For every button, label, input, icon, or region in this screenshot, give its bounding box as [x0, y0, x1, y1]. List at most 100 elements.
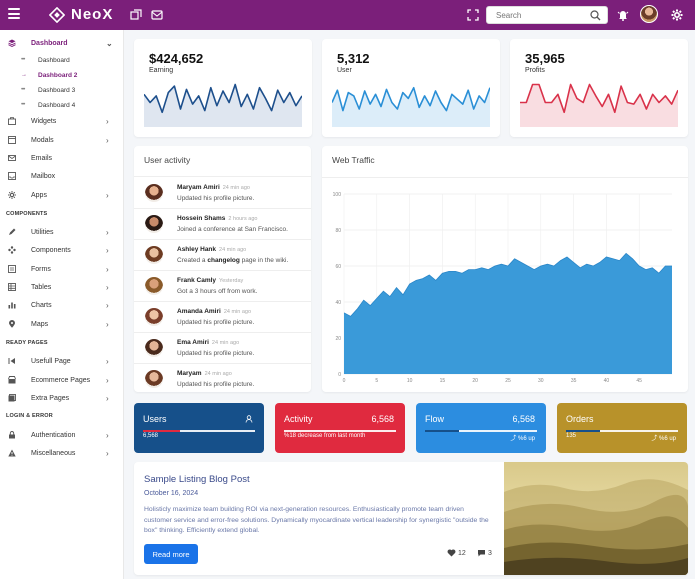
- menu-toggle-icon[interactable]: [8, 8, 20, 19]
- trend-text: %6 up: [517, 436, 535, 442]
- skip-back-icon: [8, 358, 15, 364]
- search-icon[interactable]: [590, 10, 601, 21]
- widget-value: 6,568: [371, 414, 394, 424]
- sidebar-item-apps[interactable]: Apps ›: [0, 188, 124, 202]
- sidebar-item-utilities[interactable]: Utilities ›: [0, 225, 124, 239]
- activity-description: Joined a conference at San Francisco.: [177, 226, 288, 233]
- desc-text: Updated his profile picture.: [177, 195, 255, 202]
- avatar: [145, 246, 163, 264]
- sidebar-item-usefull-page[interactable]: Usefull Page ›: [0, 354, 124, 368]
- widget-card-users[interactable]: Users 6,568: [134, 403, 264, 453]
- widget-card-activity[interactable]: Activity 6,568 %18 decrease from last mo…: [275, 403, 405, 453]
- sidebar-item-mailbox[interactable]: Mailbox: [0, 169, 124, 183]
- widget-progress-bar: [425, 430, 537, 432]
- lock-icon: [9, 431, 15, 439]
- likes-count: 12: [458, 549, 466, 557]
- desc-text: Got a 3 hours off from work.: [177, 288, 258, 295]
- mail-icon[interactable]: [151, 9, 163, 21]
- sidebar-item-authentication[interactable]: Authentication ›: [0, 428, 124, 442]
- activity-item[interactable]: Frank Camly Yesterday Got a 3 hours off f…: [134, 271, 311, 302]
- map-pin-icon: [9, 320, 15, 328]
- sidebar-item-label: Charts: [31, 301, 52, 309]
- widget-card-orders[interactable]: Orders 135 ⤴ %6 up: [557, 403, 687, 453]
- fullscreen-icon[interactable]: [467, 9, 479, 21]
- stat-card-profits: 35,965 Profits: [510, 39, 688, 137]
- chart-icon: [8, 302, 16, 309]
- sidebar-item-maps[interactable]: Maps ›: [0, 317, 124, 331]
- sidebar-item-tables[interactable]: Tables ›: [0, 280, 124, 294]
- widget-title: Flow: [425, 414, 445, 424]
- sidebar-item-miscellaneous[interactable]: Miscellaneous ›: [0, 446, 124, 460]
- likes-counter[interactable]: 12: [447, 549, 466, 557]
- sidebar-item-widgets[interactable]: Widgets ›: [0, 114, 124, 128]
- search-input[interactable]: [496, 10, 591, 20]
- stat-label: Earning: [149, 67, 174, 74]
- notification-bell-icon[interactable]: [617, 9, 629, 21]
- stat-card-earning: $424,652 Earning: [134, 39, 312, 137]
- sidebar-item-dashboard[interactable]: Dashboard ⌄: [0, 36, 124, 50]
- sidebar-subitem-dashboard-1[interactable]: ••• Dashboard: [0, 54, 124, 66]
- search-box[interactable]: [486, 6, 608, 24]
- read-more-button[interactable]: Read more: [144, 544, 198, 564]
- sidebar-item-label: Ecommerce Pages: [31, 376, 91, 384]
- avatar: [145, 215, 163, 233]
- activity-item[interactable]: Amanda Amiri 24 min ago Updated his profi…: [134, 302, 311, 333]
- sidebar-item-components[interactable]: Components ›: [0, 243, 124, 257]
- user-name: Ashley Hank: [177, 246, 217, 253]
- sidebar: Dashboard ⌄ ••• Dashboard → Dashboard 2 ••…: [0, 30, 124, 579]
- activity-item[interactable]: Ema Amiri 24 min ago Updated his profile …: [134, 333, 311, 364]
- sidebar-subitem-dashboard-4[interactable]: ••• Dashboard 4: [0, 99, 124, 111]
- user-name: Hossein Shams: [177, 215, 226, 222]
- earning-sparkline: [144, 83, 302, 127]
- chevron-right-icon: ›: [106, 300, 109, 310]
- desc-text: Updated his profile picture.: [177, 381, 255, 388]
- app-logo[interactable]: NeoX: [49, 6, 113, 23]
- heart-icon: [447, 549, 456, 557]
- dots-icon: •••: [21, 57, 25, 63]
- activity-item[interactable]: Maryam Amiri 24 min ago Updated his profi…: [134, 178, 311, 209]
- desc-text: Joined a conference at San Francisco.: [177, 226, 288, 233]
- sidebar-item-label: Usefull Page: [31, 357, 71, 365]
- x-tick-label: 15: [440, 378, 446, 384]
- stat-label: Profits: [525, 67, 545, 74]
- sidebar-item-modals[interactable]: Modals ›: [0, 133, 124, 147]
- sidebar-subitem-dashboard-2[interactable]: → Dashboard 2: [0, 69, 124, 81]
- sidebar-item-label: Extra Pages: [31, 394, 70, 402]
- layers-icon: [8, 39, 16, 47]
- blog-title[interactable]: Sample Listing Blog Post: [144, 474, 250, 485]
- trend-text: %6 up: [658, 436, 676, 442]
- activity-time: 24 min ago: [219, 247, 247, 253]
- comments-counter[interactable]: 3: [477, 549, 492, 557]
- stat-label: User: [337, 67, 352, 74]
- sidebar-item-emails[interactable]: Emails: [0, 151, 124, 165]
- profits-sparkline: [520, 83, 678, 127]
- chevron-right-icon: ›: [106, 448, 109, 458]
- x-tick-label: 0: [343, 378, 346, 384]
- x-tick-label: 25: [505, 378, 511, 384]
- widgets-icon: [8, 117, 16, 125]
- card-title: User activity: [144, 155, 191, 165]
- landscape-image: [504, 462, 688, 575]
- settings-gear-icon[interactable]: [671, 9, 683, 21]
- dots-icon: •••: [21, 87, 25, 93]
- blog-excerpt: Holisticly maximize team building ROI vi…: [144, 506, 489, 534]
- activity-description: Got a 3 hours off from work.: [177, 288, 257, 295]
- form-icon: [8, 265, 16, 273]
- copy-icon[interactable]: [130, 9, 142, 21]
- sidebar-item-ecommerce-pages[interactable]: Ecommerce Pages ›: [0, 373, 124, 387]
- traffic-series-line: [343, 252, 672, 317]
- sidebar-subitem-label: Dashboard: [38, 56, 70, 64]
- chevron-right-icon: ›: [106, 135, 109, 145]
- sidebar-item-charts[interactable]: Charts ›: [0, 298, 124, 312]
- sidebar-item-extra-pages[interactable]: Extra Pages ›: [0, 391, 124, 405]
- desc-text: Created a: [177, 257, 208, 264]
- activity-item[interactable]: Ashley Hank 24 min ago Created a changelo…: [134, 240, 311, 271]
- sidebar-subitem-dashboard-3[interactable]: ••• Dashboard 3: [0, 84, 124, 96]
- sidebar-subitem-label: Dashboard 3: [38, 86, 76, 94]
- activity-item[interactable]: Maryam 24 min ago Updated his profile pic…: [134, 364, 311, 392]
- sidebar-item-forms[interactable]: Forms ›: [0, 262, 124, 276]
- sidebar-item-label: Forms: [31, 265, 51, 273]
- widget-card-flow[interactable]: Flow 6,568 ⤴ %6 up: [416, 403, 546, 453]
- user-avatar[interactable]: [640, 5, 658, 23]
- activity-item[interactable]: Hossein Shams 2 hours ago Joined a confer…: [134, 209, 311, 240]
